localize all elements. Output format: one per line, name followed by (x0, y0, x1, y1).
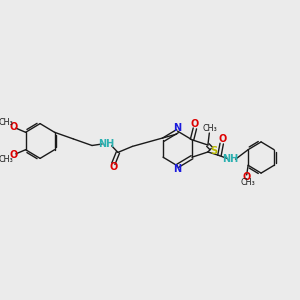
Text: O: O (191, 119, 199, 129)
Text: CH₃: CH₃ (0, 155, 14, 164)
Text: CH₃: CH₃ (241, 178, 256, 187)
Text: N: N (173, 123, 181, 133)
Text: NH: NH (98, 139, 115, 149)
Text: CH₃: CH₃ (202, 124, 217, 133)
Text: O: O (218, 134, 226, 144)
Text: O: O (9, 150, 18, 160)
Text: S: S (211, 146, 218, 156)
Text: NH: NH (222, 154, 239, 164)
Text: O: O (9, 122, 18, 132)
Text: O: O (243, 172, 251, 182)
Text: CH₃: CH₃ (0, 118, 14, 127)
Text: O: O (109, 162, 118, 172)
Text: N: N (173, 164, 181, 174)
